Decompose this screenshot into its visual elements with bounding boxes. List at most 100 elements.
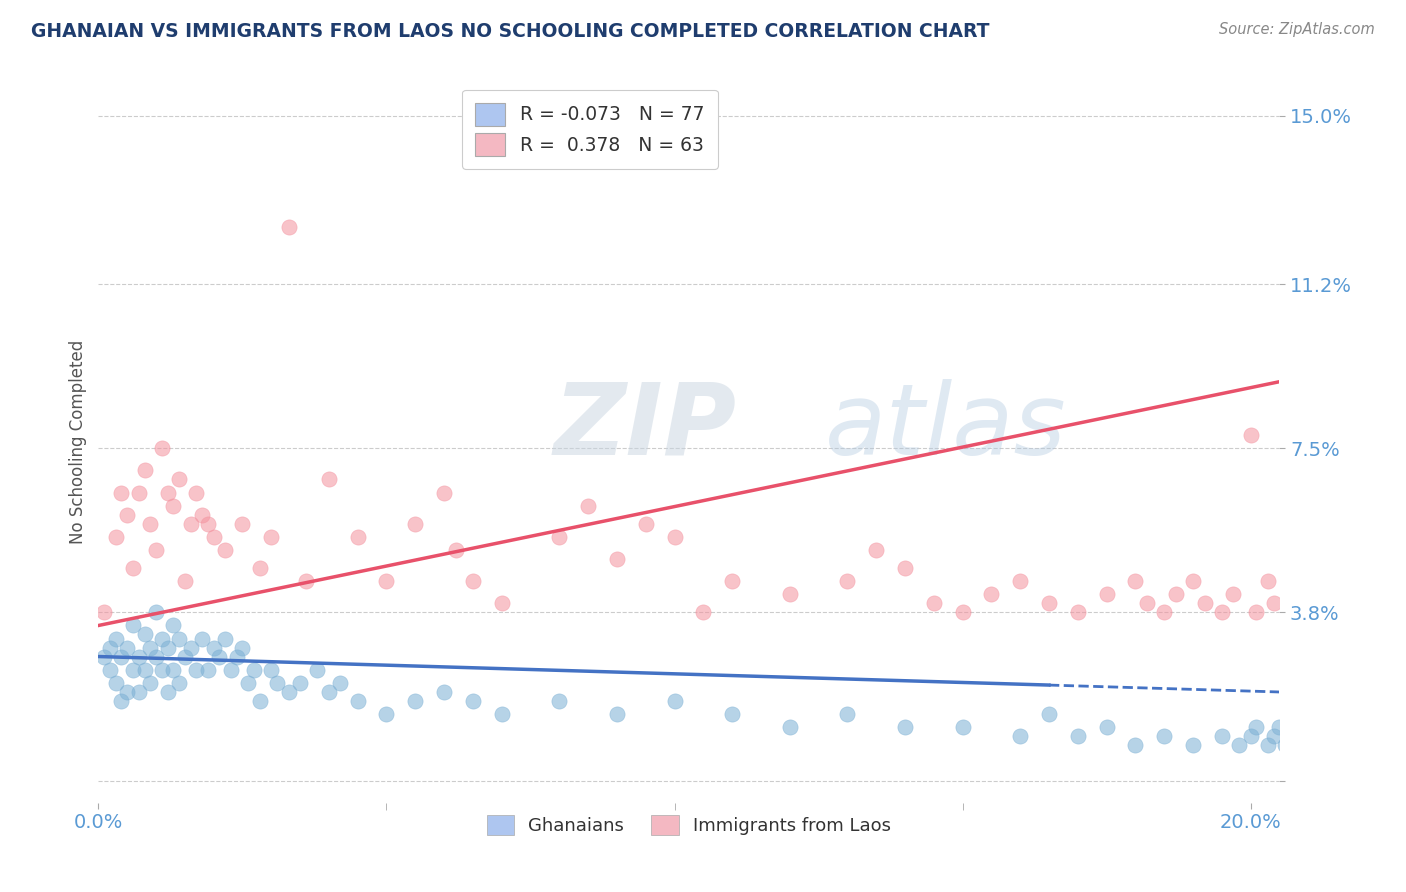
- Point: [134, 663, 156, 677]
- Point: [548, 694, 571, 708]
- Point: [307, 663, 329, 677]
- Point: [1194, 596, 1216, 610]
- Point: [277, 219, 299, 234]
- Point: [139, 640, 162, 655]
- Point: [173, 649, 195, 664]
- Point: [894, 561, 917, 575]
- Point: [1211, 729, 1233, 743]
- Point: [1038, 707, 1060, 722]
- Point: [346, 530, 368, 544]
- Point: [260, 663, 283, 677]
- Point: [214, 543, 236, 558]
- Point: [122, 561, 145, 575]
- Point: [1010, 574, 1032, 589]
- Point: [139, 516, 162, 531]
- Point: [202, 640, 225, 655]
- Point: [548, 530, 571, 544]
- Point: [150, 632, 173, 646]
- Point: [150, 663, 173, 677]
- Point: [404, 694, 426, 708]
- Point: [156, 685, 179, 699]
- Point: [491, 707, 513, 722]
- Point: [329, 676, 352, 690]
- Point: [156, 485, 179, 500]
- Point: [110, 694, 132, 708]
- Point: [115, 640, 138, 655]
- Point: [461, 694, 484, 708]
- Point: [295, 574, 318, 589]
- Point: [318, 685, 340, 699]
- Point: [1257, 738, 1279, 752]
- Point: [110, 649, 132, 664]
- Point: [1222, 587, 1244, 601]
- Point: [1257, 574, 1279, 589]
- Point: [721, 707, 744, 722]
- Y-axis label: No Schooling Completed: No Schooling Completed: [69, 340, 87, 543]
- Text: atlas: atlas: [825, 378, 1066, 475]
- Point: [1067, 605, 1090, 619]
- Point: [162, 663, 184, 677]
- Point: [145, 605, 167, 619]
- Point: [225, 649, 247, 664]
- Point: [202, 530, 225, 544]
- Point: [167, 472, 190, 486]
- Point: [980, 587, 1002, 601]
- Point: [191, 508, 214, 522]
- Text: Source: ZipAtlas.com: Source: ZipAtlas.com: [1219, 22, 1375, 37]
- Point: [1240, 729, 1263, 743]
- Point: [162, 618, 184, 632]
- Point: [922, 596, 945, 610]
- Point: [433, 685, 456, 699]
- Point: [1182, 738, 1205, 752]
- Point: [180, 640, 202, 655]
- Point: [1263, 729, 1285, 743]
- Point: [104, 530, 127, 544]
- Point: [277, 685, 299, 699]
- Point: [576, 499, 599, 513]
- Point: [1182, 574, 1205, 589]
- Point: [692, 605, 714, 619]
- Point: [122, 618, 145, 632]
- Point: [180, 516, 202, 531]
- Point: [156, 640, 179, 655]
- Point: [186, 485, 208, 500]
- Point: [191, 632, 214, 646]
- Point: [346, 694, 368, 708]
- Point: [779, 721, 801, 735]
- Point: [952, 605, 974, 619]
- Point: [197, 663, 219, 677]
- Point: [1125, 574, 1147, 589]
- Point: [93, 649, 115, 664]
- Point: [1268, 721, 1291, 735]
- Point: [606, 552, 628, 566]
- Point: [1125, 738, 1147, 752]
- Point: [433, 485, 456, 500]
- Point: [115, 508, 138, 522]
- Point: [150, 441, 173, 455]
- Point: [1227, 738, 1250, 752]
- Point: [249, 694, 271, 708]
- Text: GHANAIAN VS IMMIGRANTS FROM LAOS NO SCHOOLING COMPLETED CORRELATION CHART: GHANAIAN VS IMMIGRANTS FROM LAOS NO SCHO…: [31, 22, 990, 41]
- Point: [1010, 729, 1032, 743]
- Point: [1153, 605, 1175, 619]
- Point: [98, 640, 121, 655]
- Point: [606, 707, 628, 722]
- Point: [318, 472, 340, 486]
- Point: [721, 574, 744, 589]
- Point: [865, 543, 887, 558]
- Point: [1095, 587, 1118, 601]
- Point: [98, 663, 121, 677]
- Point: [461, 574, 484, 589]
- Point: [1164, 587, 1187, 601]
- Point: [491, 596, 513, 610]
- Point: [375, 707, 398, 722]
- Point: [404, 516, 426, 531]
- Point: [837, 574, 859, 589]
- Point: [167, 632, 190, 646]
- Point: [243, 663, 266, 677]
- Point: [214, 632, 236, 646]
- Point: [134, 627, 156, 641]
- Point: [231, 516, 253, 531]
- Point: [1038, 596, 1060, 610]
- Point: [1095, 721, 1118, 735]
